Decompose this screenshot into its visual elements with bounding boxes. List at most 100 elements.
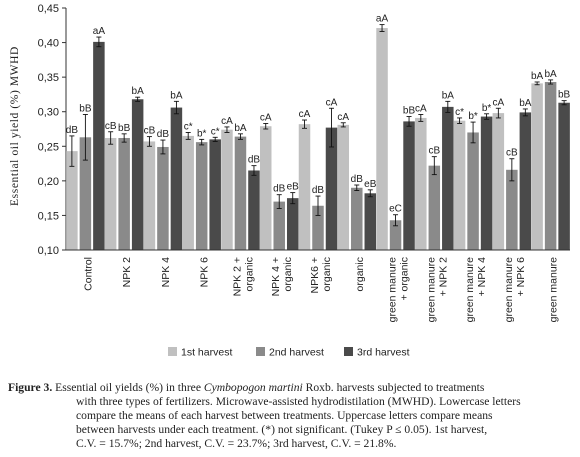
caption-line: C.V. = 15.7%; 2nd harvest, C.V. = 23.7%;… <box>8 437 574 451</box>
significance-label: cA <box>415 103 427 114</box>
bar <box>248 170 260 250</box>
bar <box>364 193 377 250</box>
bar <box>467 132 479 250</box>
bar <box>259 126 272 250</box>
legend-swatch <box>344 347 353 356</box>
bar <box>312 205 324 250</box>
x-tick-label-line: + NPK 4 <box>476 257 488 297</box>
bar <box>234 136 247 250</box>
y-tick-label: 0,20 <box>38 176 59 188</box>
x-tick-label: NPK6 + organic <box>309 257 333 293</box>
significance-label: b* <box>468 111 478 122</box>
figure-label: Figure 3. <box>8 381 56 394</box>
x-tick-label-line: organic <box>243 257 255 291</box>
bar <box>79 137 92 250</box>
x-tick-label: green manure + NPK 4 <box>464 257 488 323</box>
caption-text: Roxb. harvests subjected to treatments <box>302 381 485 394</box>
x-tick-label-line: green manure <box>387 257 399 323</box>
x-tick-label-line: NPK 4 + <box>270 257 282 296</box>
bar <box>325 127 338 250</box>
bar <box>544 81 557 251</box>
significance-label: dB <box>157 129 170 140</box>
figure-caption: Figure 3. Essential oil yields (%) in th… <box>8 381 574 451</box>
legend-swatch <box>256 347 265 356</box>
y-axis-label: Essential oil yield (%) MWHD <box>9 46 21 206</box>
bar <box>428 165 441 250</box>
significance-label: c* <box>211 126 220 137</box>
significance-label: cB <box>105 121 117 132</box>
bar <box>298 124 311 250</box>
caption-text: between harvests under each treatment. (… <box>76 423 488 436</box>
bar <box>403 121 415 250</box>
bar <box>182 135 194 250</box>
caption-text: Essential oil yields (%) in three <box>55 381 204 394</box>
bar <box>209 139 221 250</box>
x-tick-label-line: green manure <box>548 257 560 323</box>
y-axis: 0,10 0,15 0,20 0,25 0,30 0,35 0,40 0,45 <box>38 3 67 257</box>
significance-label: dB <box>312 185 325 196</box>
significance-label: bA <box>170 90 183 101</box>
significance-label: c* <box>455 107 464 118</box>
significance-label: bB <box>403 106 416 117</box>
significance-label: eB <box>364 179 377 190</box>
significance-label: bB <box>558 90 571 101</box>
x-tick-label-line: Control <box>82 257 94 291</box>
x-tick-label-line: green manure <box>503 257 515 323</box>
significance-label: bA <box>234 123 247 134</box>
bar-chart: Essential oil yield (%) MWHD 0,10 0,15 0,2… <box>9 3 571 359</box>
legend: 1st harvest 2nd harvest 3rd harvest <box>168 347 410 359</box>
significance-label: cA <box>326 97 338 108</box>
bar <box>221 129 233 250</box>
x-tick-label-line: organic <box>282 257 294 291</box>
x-tick-label-line: organic <box>354 257 366 291</box>
y-tick-label: 0,25 <box>38 141 59 153</box>
bar <box>273 201 285 250</box>
significance-label: cB <box>144 126 156 137</box>
significance-label: bA <box>531 71 544 82</box>
bar <box>286 198 299 250</box>
y-tick-label: 0,15 <box>38 210 59 222</box>
bar <box>558 102 570 251</box>
significance-label: bA <box>519 98 532 109</box>
bar <box>195 142 208 250</box>
significance-label: aA <box>376 14 389 25</box>
bar <box>143 141 156 250</box>
y-tick-label: 0,10 <box>38 245 59 257</box>
x-tick-label-line: + NPK 6 <box>515 257 527 297</box>
significance-label: bB <box>118 123 131 134</box>
y-tick-label: 0,35 <box>38 72 59 84</box>
caption-text: with three types of fertilizers. Microwa… <box>76 395 521 408</box>
y-tick-label: 0,30 <box>38 107 59 119</box>
bar <box>506 169 518 250</box>
x-tick-label: green manure + NPK 6 <box>503 257 527 323</box>
y-tick-label: 0,45 <box>38 3 59 15</box>
bar <box>531 83 543 250</box>
bar <box>389 220 402 250</box>
bar <box>170 107 183 251</box>
significance-label: cA <box>337 112 349 123</box>
y-tick-label: 0,40 <box>38 38 59 50</box>
caption-line: with three types of fertilizers. Microwa… <box>8 395 574 409</box>
bar <box>376 28 388 251</box>
x-tick-label: green manure <box>548 257 560 323</box>
bar <box>93 41 105 250</box>
x-axis: Control NPK 2 NPK 4 NPK 6 NPK 2 + organic NPK … <box>66 249 570 323</box>
caption-text: compare the means of each harvest betwee… <box>76 409 493 422</box>
x-tick-label-line: organic <box>321 257 333 291</box>
significance-label: bA <box>544 69 557 80</box>
x-tick-label-line: NPK 4 <box>160 257 172 288</box>
species-name: Cymbopogon martini <box>203 381 303 394</box>
significance-label: b* <box>197 128 207 139</box>
significance-label: eB <box>287 182 300 193</box>
x-tick-label: NPK 6 <box>199 257 211 288</box>
significance-label: c* <box>184 121 193 132</box>
x-tick-label-line: + NPK 2 <box>437 257 449 297</box>
caption-line: Figure 3. Essential oil yields (%) in th… <box>8 381 574 395</box>
bar <box>131 99 144 250</box>
significance-label: cA <box>493 97 505 108</box>
bar <box>480 116 493 250</box>
x-tick-label: NPK 2 <box>121 257 133 288</box>
x-tick-label: NPK 4 <box>160 257 172 288</box>
significance-label: eC <box>389 204 402 215</box>
x-tick-label-line: NPK 2 <box>121 257 133 288</box>
